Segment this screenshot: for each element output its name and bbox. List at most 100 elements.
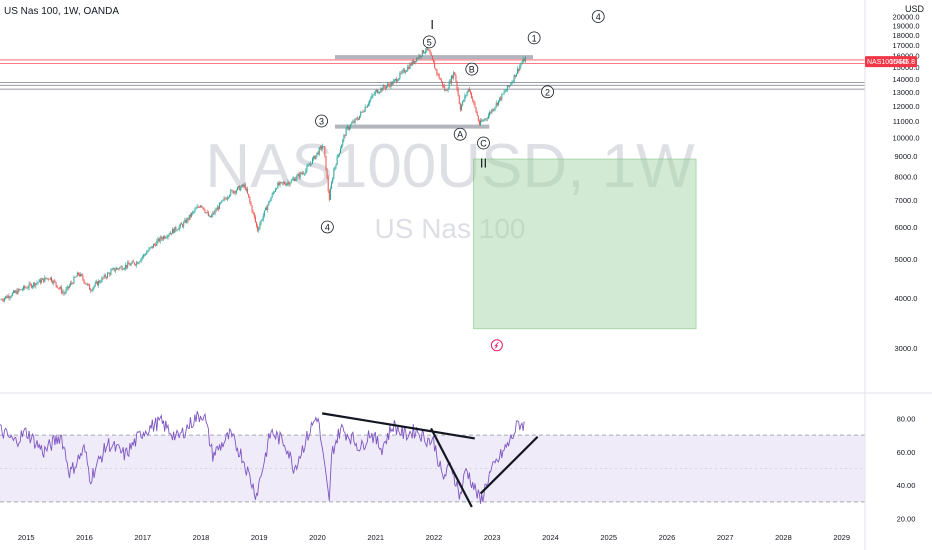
price-chart[interactable]: 3 4 5 I A B C II 1 2 4: [0, 10, 865, 352]
candle: [140, 258, 142, 262]
candle: [463, 100, 465, 102]
candle: [163, 236, 165, 240]
candle: [365, 106, 367, 108]
x-tick-label: 2025: [600, 533, 617, 542]
candle: [352, 121, 354, 124]
wave-label: B: [465, 62, 479, 76]
candle: [440, 79, 442, 82]
candle: [420, 55, 422, 57]
rsi-trendline[interactable]: [430, 427, 473, 508]
candle: [31, 286, 33, 288]
candle: [233, 191, 235, 194]
candle: [376, 90, 378, 94]
candle: [19, 289, 21, 291]
alert-icon[interactable]: [490, 339, 503, 352]
candle: [30, 284, 32, 288]
y-tick-label: 14000.0: [892, 75, 919, 84]
candle: [306, 166, 308, 171]
candle: [406, 70, 408, 72]
candle: [15, 290, 17, 293]
candle: [316, 152, 318, 156]
y-tick-label: 3000.0: [895, 344, 918, 353]
wave-label-circle: [477, 136, 490, 150]
candle: [189, 214, 191, 217]
candle: [305, 170, 307, 174]
candle: [164, 236, 166, 239]
candle: [198, 206, 200, 208]
candle: [23, 286, 25, 290]
candle: [294, 178, 296, 182]
candle: [393, 79, 395, 82]
candle: [225, 198, 227, 200]
x-tick-label: 2022: [426, 533, 443, 542]
candle: [478, 120, 480, 125]
candle: [99, 280, 101, 283]
wave-label-text: I: [430, 17, 434, 32]
candle: [177, 229, 179, 231]
candle: [25, 287, 27, 289]
x-tick-label: 2015: [18, 533, 35, 542]
candle: [70, 282, 72, 286]
candle: [422, 50, 424, 54]
candle: [489, 112, 491, 116]
candle: [123, 268, 125, 270]
candle: [436, 69, 438, 74]
candle: [280, 182, 282, 183]
candle: [152, 244, 154, 248]
candle: [480, 120, 482, 125]
candle: [500, 97, 502, 100]
candle: [192, 212, 194, 214]
candle: [191, 213, 193, 217]
candle: [7, 295, 9, 299]
candle: [282, 182, 284, 184]
candle: [261, 219, 263, 221]
rsi-chart[interactable]: [0, 411, 865, 508]
candle: [299, 172, 301, 178]
x-tick-label: 2021: [367, 533, 384, 542]
candle: [399, 72, 401, 79]
candle: [121, 266, 123, 270]
rsi-trendline[interactable]: [321, 412, 475, 440]
candle: [345, 127, 347, 136]
candle: [485, 118, 487, 120]
candle: [291, 179, 293, 181]
candle: [275, 189, 277, 192]
wave-label: 4: [320, 220, 334, 234]
candle: [288, 182, 290, 185]
candle: [83, 279, 85, 283]
candle: [521, 62, 523, 65]
candle: [80, 273, 82, 276]
wave-label-text: 1: [532, 33, 537, 43]
candle: [419, 55, 421, 57]
candle: [329, 188, 331, 200]
candle: [137, 262, 139, 264]
candle: [251, 205, 253, 212]
candle: [71, 282, 73, 284]
candle: [515, 73, 517, 77]
x-tick-label: 2020: [309, 533, 326, 542]
candle: [156, 241, 158, 246]
candle: [410, 63, 412, 66]
candle: [469, 91, 471, 93]
price-tag: NAS100USD 15446.8: [865, 56, 917, 68]
candle: [200, 205, 202, 208]
candle: [486, 118, 488, 120]
candle: [194, 209, 196, 212]
candle: [435, 68, 437, 70]
candle: [350, 124, 352, 128]
candle: [334, 166, 336, 170]
wave-label-text: II: [480, 156, 487, 171]
candle: [384, 87, 386, 89]
candle: [38, 279, 40, 283]
candle: [0, 299, 2, 301]
candle: [458, 95, 460, 104]
wave-label-text: C: [480, 139, 487, 149]
candle: [313, 155, 315, 159]
candle: [12, 290, 14, 294]
candle: [264, 207, 266, 211]
y-tick-label: 19000.0: [892, 21, 919, 30]
rsi-trendline[interactable]: [479, 435, 539, 495]
candle: [2, 300, 4, 301]
candle: [184, 220, 186, 223]
